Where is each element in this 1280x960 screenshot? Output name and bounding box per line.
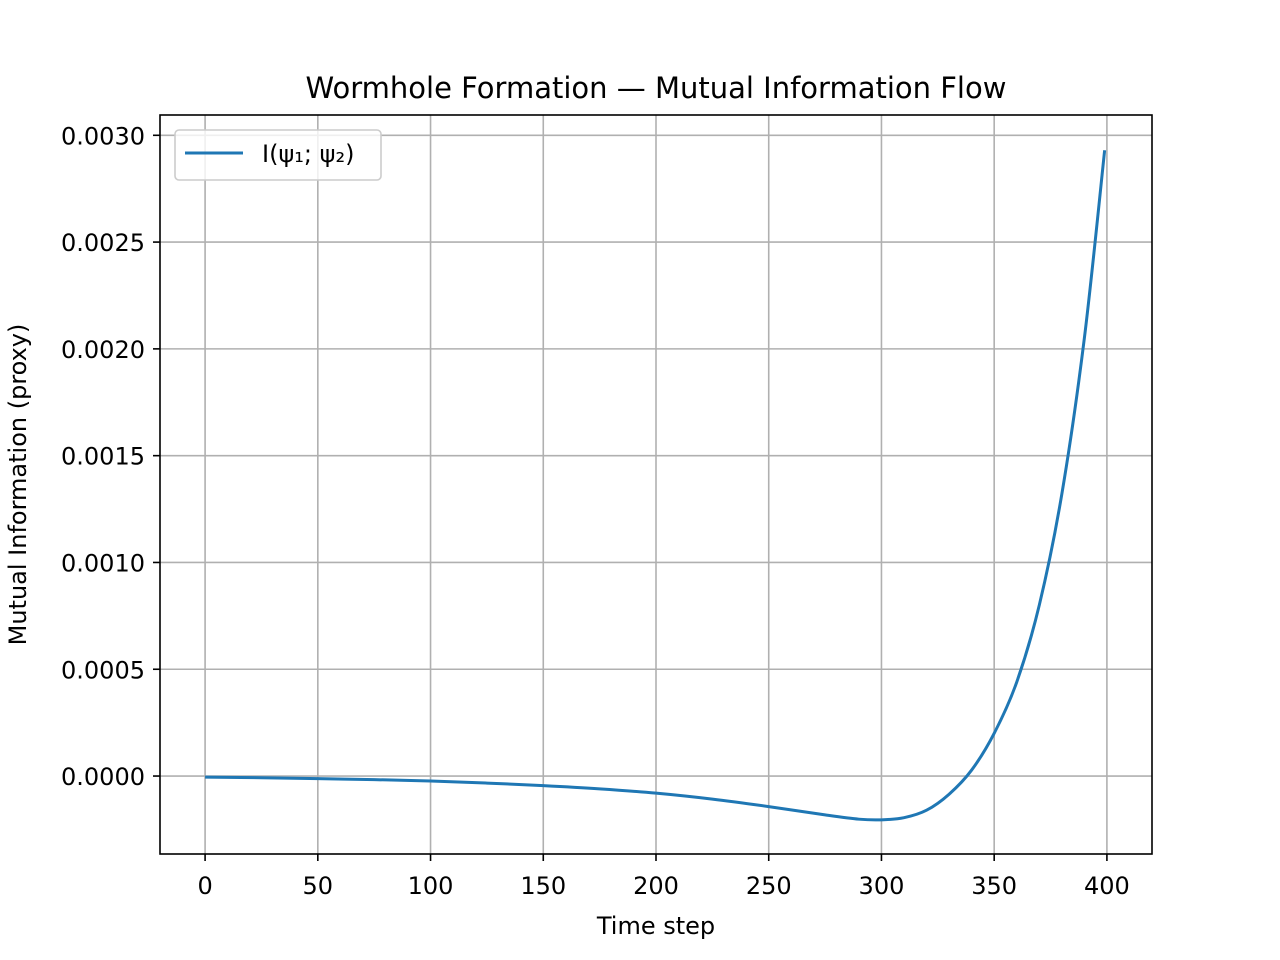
x-axis-label: Time step bbox=[596, 912, 715, 940]
x-tick-label: 400 bbox=[1084, 872, 1130, 900]
y-tick-label: 0.0025 bbox=[61, 229, 145, 257]
series-line bbox=[205, 150, 1107, 822]
x-axis: 0 50 100 150 200 250 300 350 400 bbox=[197, 854, 1130, 900]
x-tick-label: 50 bbox=[303, 872, 334, 900]
y-axis-label: Mutual Information (proxy) bbox=[4, 324, 32, 646]
y-tick-label: 0.0000 bbox=[61, 763, 145, 791]
chart-title: Wormhole Formation — Mutual Information … bbox=[306, 71, 1007, 105]
series-layer bbox=[205, 150, 1107, 822]
legend: I(ψ₁; ψ₂) bbox=[174, 129, 382, 181]
y-tick-label: 0.0030 bbox=[61, 122, 145, 150]
legend-box bbox=[174, 129, 382, 181]
x-tick-label: 150 bbox=[520, 872, 566, 900]
x-tick-label: 0 bbox=[197, 872, 212, 900]
x-tick-label: 300 bbox=[859, 872, 905, 900]
y-tick-label: 0.0020 bbox=[61, 336, 145, 364]
grid bbox=[160, 115, 1152, 854]
y-tick-label: 0.0015 bbox=[61, 443, 145, 471]
y-tick-label: 0.0005 bbox=[61, 656, 145, 684]
legend-label: I(ψ₁; ψ₂) bbox=[262, 140, 354, 168]
x-tick-label: 100 bbox=[408, 872, 454, 900]
y-tick-label: 0.0010 bbox=[61, 549, 145, 577]
x-tick-label: 200 bbox=[633, 872, 679, 900]
x-tick-label: 250 bbox=[746, 872, 792, 900]
y-axis: 0.0000 0.0005 0.0010 0.0015 0.0020 0.0025 0.00… bbox=[61, 122, 160, 791]
x-tick-label: 350 bbox=[971, 872, 1017, 900]
